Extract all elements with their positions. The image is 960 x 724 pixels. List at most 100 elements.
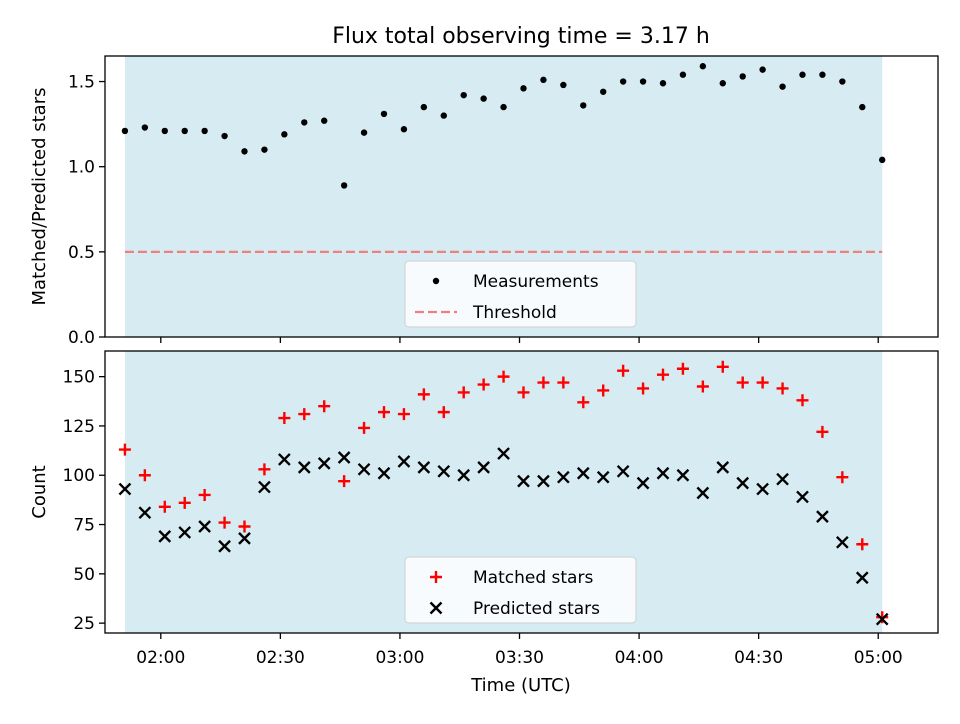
measurement-point (340, 182, 348, 189)
measurement-point (440, 112, 447, 119)
measurement-point (420, 103, 428, 111)
predicted-star-point (796, 490, 809, 504)
predicted-star-point (736, 476, 750, 490)
predicted-star-point (696, 486, 710, 500)
matched-star-point (696, 380, 709, 393)
measurement-point (639, 78, 647, 85)
top-plot-panel: 0.0 0.5 1.0 1.5 Matched/Predicted stars Measu… (29, 55, 939, 348)
matched-star-point (318, 400, 331, 413)
measurement-point (201, 127, 208, 135)
legend-predicted-swatch (429, 601, 443, 615)
matched-star-point (118, 443, 131, 456)
measurement-point (859, 103, 866, 111)
bottom-y-tick-label: 50 (73, 565, 95, 585)
predicted-star-point (676, 468, 690, 482)
bottom-y-tick-label: 125 (63, 417, 95, 437)
bottom-y-tick-label: 100 (63, 466, 95, 486)
measurement-point (380, 110, 388, 118)
matched-star-point (716, 360, 729, 373)
predicted-star-point (178, 526, 192, 539)
matched-star-point (776, 382, 789, 395)
measurement-point (321, 117, 328, 124)
predicted-star-point (377, 466, 391, 480)
predicted-star-point (138, 506, 152, 520)
measurement-point (839, 78, 846, 85)
legend-label: Measurements (473, 272, 599, 292)
measurement-point (679, 71, 687, 78)
predicted-star-point (497, 447, 510, 460)
matched-star-point (437, 406, 450, 419)
matched-star-point (477, 378, 490, 391)
top-y-tick-label: 1.5 (68, 73, 95, 93)
measurement-point (719, 80, 726, 87)
measurement-point (360, 129, 368, 136)
matched-star-point (756, 376, 769, 389)
measurement-point (500, 103, 507, 111)
matched-star-point (178, 496, 191, 509)
predicted-star-point (816, 510, 829, 523)
legend-measurement-swatch (432, 277, 440, 285)
matched-star-point (417, 388, 430, 401)
predicted-star-point (297, 461, 311, 474)
bottom-axes-frame (104, 350, 939, 634)
matched-star-point (377, 406, 390, 419)
predicted-star-point (158, 530, 172, 543)
matched-star-point (557, 376, 570, 389)
measurement-point (619, 78, 627, 85)
predicted-star-point (776, 472, 789, 486)
top-y-tick-label: 0.0 (68, 328, 95, 348)
predicted-star-point (537, 474, 550, 488)
predicted-star-point (437, 464, 451, 478)
matched-star-point (836, 471, 849, 484)
top-axes-frame (104, 55, 939, 338)
measurement-point (879, 156, 886, 164)
measurement-point (819, 71, 826, 78)
x-tick-label: 04:00 (615, 648, 664, 668)
legend-matched-swatch (430, 571, 442, 583)
measurement-point (121, 127, 129, 135)
x-axis-label: Time (UTC) (470, 675, 571, 696)
predicted-star-point (397, 455, 411, 468)
predicted-star-point (517, 474, 530, 488)
matched-star-point (238, 520, 251, 533)
predicted-star-point (118, 482, 132, 496)
bottom-plot-panel: 25 50 75 100 125 150 02:00 02:30 03:00 03:30 04:00… (29, 350, 939, 668)
x-tick-label: 03:00 (375, 648, 424, 668)
x-tick-label: 03:30 (495, 648, 544, 668)
predicted-star-point (477, 461, 490, 474)
predicted-star-point (557, 470, 570, 484)
measurement-point (560, 81, 567, 89)
predicted-star-point (198, 520, 211, 533)
predicted-star-point (756, 482, 769, 496)
measurement-point (739, 73, 746, 80)
measurement-point (261, 146, 268, 153)
measurement-point (779, 83, 786, 90)
matched-star-point (138, 469, 151, 482)
chart-title: Flux total observing time = 3.17 h (332, 24, 710, 49)
matched-star-point (637, 382, 650, 395)
bottom-y-tick-label: 150 (63, 368, 95, 388)
bottom-y-tick-label: 75 (73, 516, 95, 536)
matched-star-point (517, 386, 530, 399)
measurement-point (141, 124, 149, 131)
x-tick-label: 02:00 (136, 648, 185, 668)
matched-star-point (397, 408, 410, 421)
matched-star-point (656, 368, 669, 381)
measurement-point (161, 127, 168, 135)
matched-star-point (338, 475, 351, 488)
measurement-point (799, 71, 806, 78)
matched-star-point (577, 396, 590, 409)
measurement-point (659, 80, 667, 87)
predicted-star-point (317, 457, 331, 470)
matched-star-point (876, 611, 889, 624)
matched-star-point (457, 386, 470, 399)
matched-star-point (218, 516, 231, 529)
predicted-star-point (357, 462, 371, 476)
measurement-point (460, 91, 467, 99)
matched-star-point (198, 488, 211, 501)
measurement-point (600, 88, 607, 95)
measurement-point (241, 148, 248, 155)
matched-star-point (497, 370, 510, 383)
measurement-point (400, 126, 408, 133)
